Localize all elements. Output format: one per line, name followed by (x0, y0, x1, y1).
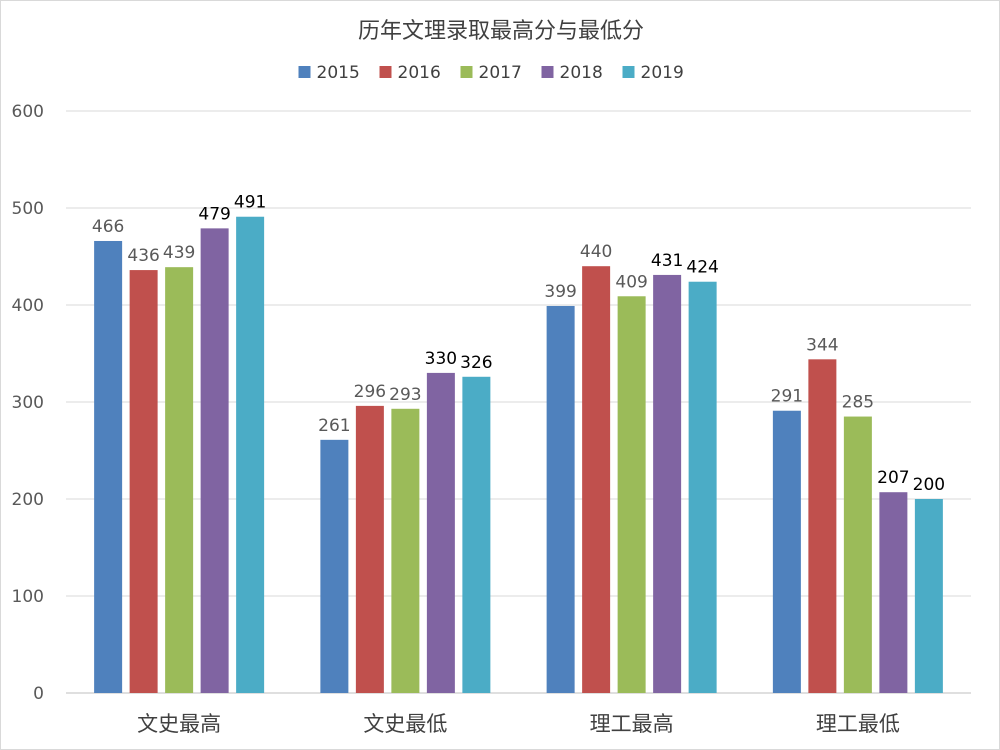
value-label-2016-1: 436 (127, 246, 159, 266)
bars (94, 216, 943, 694)
value-label-2017-1: 439 (163, 243, 195, 263)
bar-2015-3 (546, 305, 575, 693)
bar-2016-4 (808, 359, 837, 693)
bar-2016-2 (355, 405, 384, 693)
value-label-2015-4: 291 (771, 387, 803, 407)
y-tick-label-300: 300 (12, 393, 44, 413)
value-label-2015-1: 466 (92, 217, 124, 237)
value-label-2016-2: 296 (354, 382, 386, 402)
y-tick-label-500: 500 (12, 199, 44, 219)
y-tick-label-400: 400 (12, 296, 44, 316)
value-label-2017-2: 293 (389, 385, 421, 405)
legend-item-2016: 2016 (379, 63, 441, 83)
value-label-2017-3: 409 (615, 272, 647, 292)
legend-swatch-2018 (541, 66, 554, 78)
x-tick-label-4: 理工最低 (816, 712, 900, 736)
y-axis-ticks: 0 100 200 300 400 500 600 (12, 102, 44, 704)
value-label-2015-3: 399 (544, 282, 576, 302)
x-tick-label-1: 文史最高 (137, 712, 221, 736)
bar-2016-1 (129, 270, 158, 693)
legend: 2015 2016 2017 2018 2019 (298, 63, 684, 83)
bar-2019-3 (688, 281, 717, 693)
y-tick-label-0: 0 (33, 684, 44, 704)
legend-swatch-2015 (298, 66, 311, 78)
value-label-2019-1: 491 (234, 193, 266, 213)
y-tick-label-200: 200 (12, 490, 44, 510)
bar-2018-2 (426, 372, 455, 693)
bar-2017-1 (165, 267, 194, 693)
bar-2019-1 (236, 216, 265, 694)
bar-2018-4 (879, 492, 908, 693)
y-tick-label-600: 600 (12, 102, 44, 122)
bar-2018-3 (653, 274, 682, 693)
chart-title: 历年文理录取最高分与最低分 (358, 19, 644, 44)
legend-label-2018: 2018 (560, 63, 603, 83)
value-label-2018-3: 431 (651, 251, 683, 271)
value-label-2019-2: 326 (460, 353, 492, 373)
bar-2018-1 (200, 228, 229, 693)
legend-item-2017: 2017 (460, 63, 522, 83)
x-tick-label-2: 文史最低 (363, 712, 447, 736)
legend-item-2019: 2019 (622, 63, 684, 83)
bar-2019-2 (462, 376, 491, 693)
legend-label-2017: 2017 (479, 63, 522, 83)
bar-2017-3 (617, 296, 646, 693)
value-label-2019-3: 424 (686, 258, 718, 278)
bar-2017-4 (843, 416, 872, 693)
legend-item-2015: 2015 (298, 63, 360, 83)
value-label-2015-2: 261 (318, 416, 350, 436)
bar-2015-1 (94, 240, 123, 694)
legend-item-2018: 2018 (541, 63, 603, 83)
legend-swatch-2019 (622, 66, 635, 78)
y-tick-label-100: 100 (12, 587, 44, 607)
value-label-2017-4: 285 (842, 393, 874, 413)
value-label-2016-3: 440 (580, 242, 612, 262)
x-tick-label-3: 理工最高 (590, 712, 674, 736)
bar-2019-4 (914, 499, 943, 693)
legend-label-2016: 2016 (398, 63, 441, 83)
x-axis: 文史最高 文史最低 理工最高 理工最低 (137, 712, 900, 736)
bar-2017-2 (391, 408, 420, 693)
legend-label-2015: 2015 (317, 63, 360, 83)
value-label-2018-4: 207 (877, 468, 909, 488)
legend-label-2019: 2019 (641, 63, 684, 83)
bar-2015-2 (320, 439, 349, 693)
value-label-2018-2: 330 (425, 349, 457, 369)
value-label-2019-4: 200 (913, 475, 945, 495)
bar-2016-3 (582, 266, 611, 693)
legend-swatch-2017 (460, 66, 473, 78)
value-label-2016-4: 344 (806, 335, 838, 355)
value-label-2018-1: 479 (198, 204, 230, 224)
bar-2015-4 (772, 410, 801, 693)
legend-swatch-2016 (379, 66, 392, 78)
